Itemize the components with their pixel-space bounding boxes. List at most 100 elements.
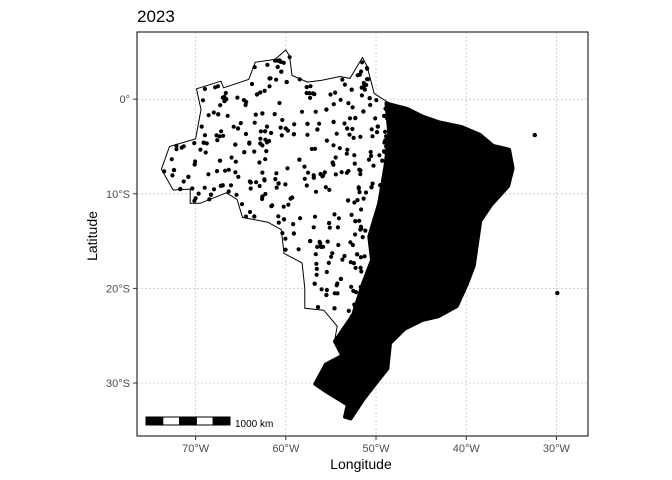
data-point [260, 196, 265, 202]
data-point [324, 287, 329, 293]
data-point [283, 247, 288, 252]
data-point [385, 214, 391, 219]
data-point [263, 137, 268, 142]
data-point [267, 138, 272, 144]
data-point [186, 174, 191, 179]
data-point [381, 149, 387, 154]
data-point [370, 232, 375, 237]
data-point [408, 232, 413, 237]
data-point [335, 225, 340, 230]
data-point [361, 350, 366, 355]
data-point [480, 159, 485, 164]
data-point [260, 170, 265, 175]
data-point [206, 113, 211, 118]
data-point [260, 143, 265, 148]
data-point [324, 292, 329, 298]
data-point [383, 129, 388, 134]
data-point [350, 331, 355, 336]
data-point [361, 80, 366, 86]
data-point [383, 106, 388, 111]
data-point [327, 187, 332, 192]
data-point [356, 185, 361, 190]
data-point [258, 136, 263, 141]
data-point [233, 159, 238, 164]
data-point [236, 174, 241, 179]
data-point [339, 389, 344, 395]
data-point [331, 390, 336, 395]
data-point [277, 100, 282, 106]
data-point [247, 179, 252, 184]
data-point [174, 143, 179, 148]
data-point [352, 153, 357, 158]
data-point [218, 103, 223, 108]
data-point [381, 284, 387, 290]
data-point [211, 110, 216, 115]
data-point [280, 231, 285, 236]
data-point [233, 170, 238, 175]
data-point [231, 124, 236, 129]
data-point [362, 254, 367, 259]
data-point [336, 216, 341, 221]
data-point [331, 143, 336, 148]
data-point [358, 172, 363, 177]
data-point [358, 265, 363, 270]
data-point [262, 88, 267, 93]
data-point [311, 173, 316, 178]
data-point [381, 244, 386, 249]
data-point [242, 150, 247, 155]
data-point [461, 183, 466, 188]
data-point [368, 102, 373, 108]
data-point [171, 167, 177, 173]
data-point [249, 81, 255, 87]
data-point [305, 132, 310, 137]
data-point [383, 323, 388, 328]
data-point [348, 377, 353, 382]
data-point [190, 186, 195, 191]
data-point [304, 85, 309, 90]
data-point [345, 198, 351, 203]
data-point [169, 157, 174, 162]
data-point [204, 141, 209, 146]
data-point [351, 367, 356, 372]
data-point [386, 253, 391, 258]
data-point [243, 102, 248, 108]
data-point [331, 119, 336, 125]
data-point [214, 169, 220, 174]
data-point [332, 212, 337, 217]
data-point [314, 261, 319, 266]
data-point [314, 266, 319, 271]
data-point [314, 272, 319, 277]
data-point [285, 128, 290, 133]
data-point [390, 231, 396, 236]
data-point [315, 305, 321, 310]
data-point [179, 145, 184, 150]
data-point [170, 173, 175, 178]
y-axis: 0° 10°S 20°S 30°S [106, 94, 137, 390]
data-point [281, 60, 286, 65]
data-point [181, 179, 186, 184]
data-point [257, 160, 262, 165]
data-point [382, 349, 387, 355]
data-point [281, 204, 286, 209]
data-point [418, 152, 423, 158]
data-point [312, 281, 317, 286]
data-point [235, 126, 241, 131]
data-point [326, 260, 331, 265]
data-point [368, 149, 373, 155]
data-point [276, 181, 281, 186]
data-point [383, 208, 388, 214]
data-point [555, 290, 560, 296]
data-point [366, 352, 371, 357]
data-point [202, 86, 207, 92]
data-point [371, 254, 376, 259]
data-point [387, 283, 392, 288]
data-point [383, 289, 389, 294]
data-point [193, 159, 198, 164]
data-point [345, 147, 350, 152]
data-point [359, 93, 364, 98]
data-point [328, 92, 333, 97]
data-point [260, 111, 265, 116]
data-point [264, 124, 270, 129]
data-point [333, 155, 338, 160]
data-point [302, 176, 307, 181]
